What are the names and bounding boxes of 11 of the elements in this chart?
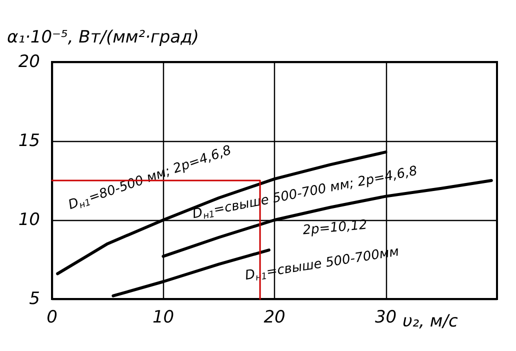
x-tick-label: 20 [264, 308, 286, 328]
x-tick-label: 30 [374, 308, 397, 328]
y-tick-label: 5 [29, 289, 40, 309]
y-tick-label: 15 [18, 131, 40, 151]
y-tick-label: 10 [18, 210, 40, 230]
x-axis-title: υ₂, м/с [402, 312, 458, 332]
x-tick-label: 0 [46, 308, 58, 328]
y-axis-title: α₁·10⁻⁵, Вт/(мм²·град) [7, 28, 199, 48]
y-tick-label: 20 [18, 52, 40, 72]
annotation: 2p=10,12 [302, 218, 368, 238]
x-tick-label: 10 [152, 308, 174, 328]
